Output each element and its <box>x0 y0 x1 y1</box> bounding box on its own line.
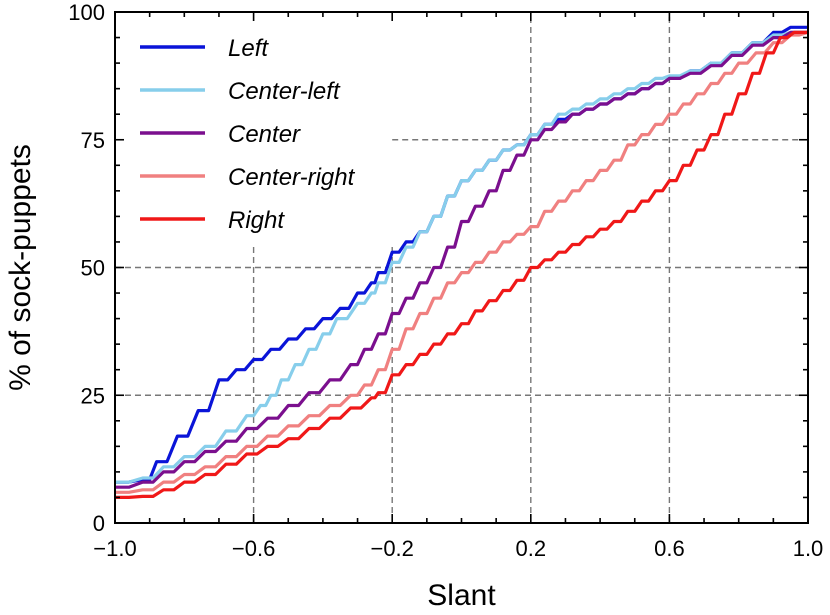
y-tick-label: 75 <box>81 128 105 153</box>
y-tick-label: 50 <box>81 256 105 281</box>
x-tick-label: 1.0 <box>793 536 824 561</box>
series-line-center-left <box>115 30 808 484</box>
series-line-left <box>115 25 808 484</box>
y-axis-title: % of sock-puppets <box>4 144 37 391</box>
y-tick-label: 100 <box>68 0 105 25</box>
y-tick-label: 25 <box>81 383 105 408</box>
x-tick-label: 0.6 <box>654 536 685 561</box>
tick-labels: −1.0 −0.6 −0.2 0.2 0.6 1.0 0 25 50 75 100 <box>68 0 823 561</box>
x-tick-label: −0.2 <box>370 536 413 561</box>
legend-label-right: Right <box>228 207 285 234</box>
series-line-right <box>115 30 808 499</box>
x-tick-label: 0.2 <box>516 536 547 561</box>
series-line-center-right <box>115 30 809 494</box>
series-line-center <box>115 30 808 489</box>
x-axis-title: Slant <box>427 579 496 612</box>
legend: Left Center-left Center Center-right Right <box>140 35 356 234</box>
y-tick-label: 0 <box>93 511 105 536</box>
legend-label-center-left: Center-left <box>228 78 341 105</box>
legend-label-left: Left <box>228 35 269 62</box>
x-tick-label: −1.0 <box>93 536 136 561</box>
series-lines <box>115 25 809 499</box>
axis-ticks <box>114 11 809 524</box>
legend-label-center: Center <box>228 121 301 148</box>
x-tick-label: −0.6 <box>232 536 275 561</box>
legend-label-center-right: Center-right <box>228 164 356 191</box>
